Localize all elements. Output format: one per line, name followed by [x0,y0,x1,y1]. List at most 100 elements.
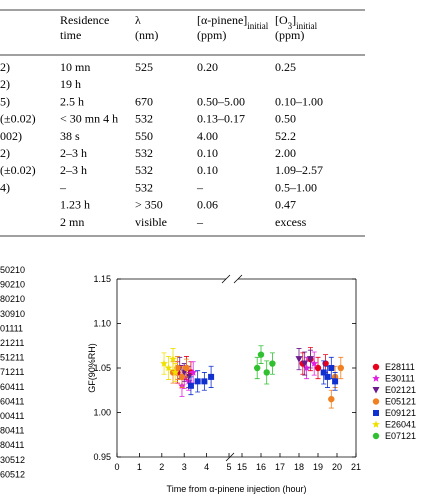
axis-break [221,274,231,284]
table-cell: 5) [0,94,10,108]
table-cell: 0.50 [275,112,296,126]
table-cell: 532 [135,180,153,194]
table-cell: 10 mn [60,60,90,74]
x-tick-label: 21 [351,462,361,472]
y-tick-label: 1.00 [93,408,111,418]
table-cell: 2 mn [60,215,84,229]
data-point [194,378,201,385]
table-cell: 0.10 [197,163,218,177]
side-label: 50210 [0,265,25,275]
table-cell: 0.10 [197,146,218,160]
data-point [160,359,168,367]
data-point [332,378,339,385]
table-cell: 532 [135,112,153,126]
data-point [164,364,173,372]
data-point [295,356,303,363]
header-sub: 3 [288,21,293,31]
table-cell: 0.5–1.00 [275,180,317,194]
data-point [320,369,327,376]
data-point [183,364,190,372]
legend-marker [372,363,380,371]
side-label: 01111 [0,323,23,333]
column-header: [O3]initial [275,13,318,31]
side-label: 30512 [0,455,25,465]
table-cell: 4) [0,180,10,194]
legend-marker [372,398,380,405]
table-cell: visible [135,215,167,229]
data-point [310,359,318,367]
table-cell: 0.10–1.00 [275,94,323,108]
data-point [189,368,197,376]
legend-marker [373,410,379,416]
header-text: [α-pinene] [197,13,247,27]
table-cell: 2) [0,77,10,91]
header-sub: initial [296,21,317,31]
header-text: ] [292,13,296,27]
header-sub: initial [247,21,268,31]
column-unit: time [60,28,81,42]
table-cell: 0.25 [275,60,296,74]
x-tick-label: 4 [204,462,209,472]
legend-label: E26041 [385,420,416,430]
axis-break [233,274,243,284]
side-label: 80411 [0,440,24,450]
side-label: 00411 [0,411,24,421]
side-label: 80411 [0,426,24,436]
y-tick-label: 1.15 [93,274,111,284]
table-cell: 2.5 h [60,94,84,108]
table-cell: 0.47 [275,198,296,212]
table-cell: – [59,180,67,194]
column-header: λ [135,13,141,27]
table-cell: 002) [0,129,22,143]
table-cell: > 350 [135,198,163,212]
x-tick-label: 15 [237,462,247,472]
data-point [301,360,309,368]
table-cell: 532 [135,163,153,177]
x-tick-label: 3 [182,462,187,472]
x-axis-label: Time from α-pinene injection (hour) [167,484,307,494]
data-point [169,355,177,363]
data-point [337,364,344,372]
table-cell: 525 [135,60,153,74]
header-text: λ [135,13,141,27]
table-cell: 0.13–0.17 [197,112,245,126]
x-tick-label: 0 [114,462,119,472]
side-label: 80210 [0,294,25,304]
table-cell: – [196,215,204,229]
data-point [269,360,276,367]
column-unit: (ppm) [275,28,304,42]
y-tick-label: 0.95 [93,452,111,462]
data-point [328,365,335,371]
y-tick-label: 1.10 [93,319,111,329]
x-tick-label: 2 [159,462,164,472]
side-label: 60411 [0,396,24,406]
table-cell: 0.50–5.00 [197,94,245,108]
data-point [263,369,270,376]
data-point [174,364,181,372]
x-tick-label: 5 [227,462,232,472]
y-tick-label: 1.05 [93,363,111,373]
table-cell: – [196,180,204,194]
data-point [171,368,180,376]
side-label: 60512 [0,469,25,479]
table-cell: 4.00 [197,129,218,143]
side-label: 51211 [0,353,24,363]
header-text: Residence [60,13,109,27]
x-tick-label: 20 [332,462,342,472]
data-point [187,382,194,389]
data-point [328,395,335,403]
x-tick-label: 19 [313,462,323,472]
table-cell: 0.06 [197,198,218,212]
table-cell: 532 [135,146,153,160]
column-header: Residence [60,13,109,27]
table-cell: 670 [135,94,153,108]
data-point [254,364,261,372]
data-point [208,373,215,380]
table-cell: (±0.02) [0,163,36,177]
legend-label: E02121 [385,385,416,395]
data-point [306,356,314,363]
axis-break [225,452,235,462]
header-text: [O [275,13,288,27]
table-cell: 2–3 h [60,163,87,177]
